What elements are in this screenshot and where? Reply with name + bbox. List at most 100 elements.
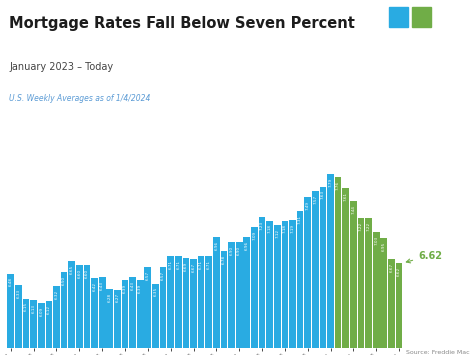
Bar [365,218,372,355]
Text: 6.13: 6.13 [32,304,36,313]
Bar [167,256,174,355]
Bar [342,188,349,355]
Bar [396,263,402,355]
Bar [289,220,296,355]
Bar [373,232,380,355]
Text: 7.12: 7.12 [275,229,279,238]
Bar [335,177,341,355]
Text: 6.71: 6.71 [199,260,203,269]
Bar [327,174,334,355]
Text: 6.67: 6.67 [390,263,393,272]
Bar [68,261,75,355]
Bar [83,264,90,355]
Text: 7.18: 7.18 [283,224,287,234]
Text: U.S. Weekly Averages as of 1/4/2024: U.S. Weekly Averages as of 1/4/2024 [9,94,151,103]
Text: 7.49: 7.49 [306,201,310,210]
Text: 6.62: 6.62 [397,267,401,276]
Text: 6.71: 6.71 [207,260,211,269]
Text: 6.43: 6.43 [100,281,104,290]
Bar [228,242,235,355]
Text: 6.15: 6.15 [24,302,28,311]
Bar [274,225,281,355]
Bar [312,191,319,355]
Bar [319,187,326,355]
Text: 7.31: 7.31 [298,215,302,224]
Text: 7.22: 7.22 [366,222,371,230]
Text: 6.32: 6.32 [55,290,58,299]
Text: 6.12: 6.12 [47,305,51,314]
Text: 7.22: 7.22 [359,222,363,230]
Text: 6.71: 6.71 [169,260,173,269]
Bar [91,278,98,355]
Text: 7.19: 7.19 [291,224,294,233]
Text: 6.90: 6.90 [229,246,234,255]
Text: 6.57: 6.57 [146,271,150,280]
Text: 7.09: 7.09 [252,231,256,240]
Bar [357,218,365,355]
Text: 7.76: 7.76 [336,181,340,190]
Text: 6.69: 6.69 [184,262,188,271]
Text: 6.09: 6.09 [39,307,43,316]
Text: 7.44: 7.44 [351,205,356,214]
Text: 6.39: 6.39 [138,284,142,294]
Text: 7.18: 7.18 [268,224,272,234]
Bar [152,284,159,355]
Text: 6.65: 6.65 [70,264,74,274]
Text: 6.57: 6.57 [161,271,165,280]
Text: 7.03: 7.03 [374,236,378,245]
Text: 7.63: 7.63 [321,190,325,200]
Bar [182,258,189,355]
Bar [99,278,106,355]
Text: 6.96: 6.96 [245,241,249,250]
Bar [236,242,243,355]
Text: 6.48: 6.48 [9,278,13,286]
Text: 6.71: 6.71 [176,260,180,269]
Text: 6.95: 6.95 [382,242,386,251]
Text: 7.23: 7.23 [260,221,264,230]
Bar [107,289,113,355]
Bar [304,197,311,355]
Bar [213,237,219,355]
Bar [251,228,258,355]
Bar [38,303,45,355]
Text: 6.78: 6.78 [222,255,226,264]
Bar [350,201,357,355]
Text: 6.90: 6.90 [237,246,241,255]
Bar [244,237,250,355]
Bar [198,256,204,355]
Text: 6.35: 6.35 [154,287,157,296]
Bar [282,221,288,355]
Text: 6.62: 6.62 [406,251,442,263]
Bar [46,301,52,355]
Bar [160,267,166,355]
Text: 7.61: 7.61 [344,192,348,201]
Bar [114,290,121,355]
Bar [388,259,395,355]
Bar [190,259,197,355]
Text: Source: Freddie Mac: Source: Freddie Mac [406,350,469,355]
Bar [412,7,431,27]
Text: 6.28: 6.28 [108,293,112,302]
Bar [266,221,273,355]
Text: January 2023 – Today: January 2023 – Today [9,62,114,72]
Bar [15,285,22,355]
Bar [8,274,14,355]
Bar [23,299,29,355]
Text: 6.43: 6.43 [131,281,135,290]
Text: 6.42: 6.42 [92,282,97,291]
Text: 6.67: 6.67 [191,263,195,272]
Bar [145,267,151,355]
Text: 7.79: 7.79 [328,178,333,187]
Text: 6.27: 6.27 [115,293,119,302]
Bar [389,7,408,27]
Bar [122,280,128,355]
Bar [76,264,82,355]
Bar [53,286,60,355]
Bar [297,211,303,355]
Text: Mortgage Rates Fall Below Seven Percent: Mortgage Rates Fall Below Seven Percent [9,16,356,31]
Text: 6.33: 6.33 [17,289,20,298]
Text: 6.39: 6.39 [123,284,127,294]
Text: 6.60: 6.60 [77,268,82,278]
Bar [175,256,182,355]
Bar [30,300,37,355]
